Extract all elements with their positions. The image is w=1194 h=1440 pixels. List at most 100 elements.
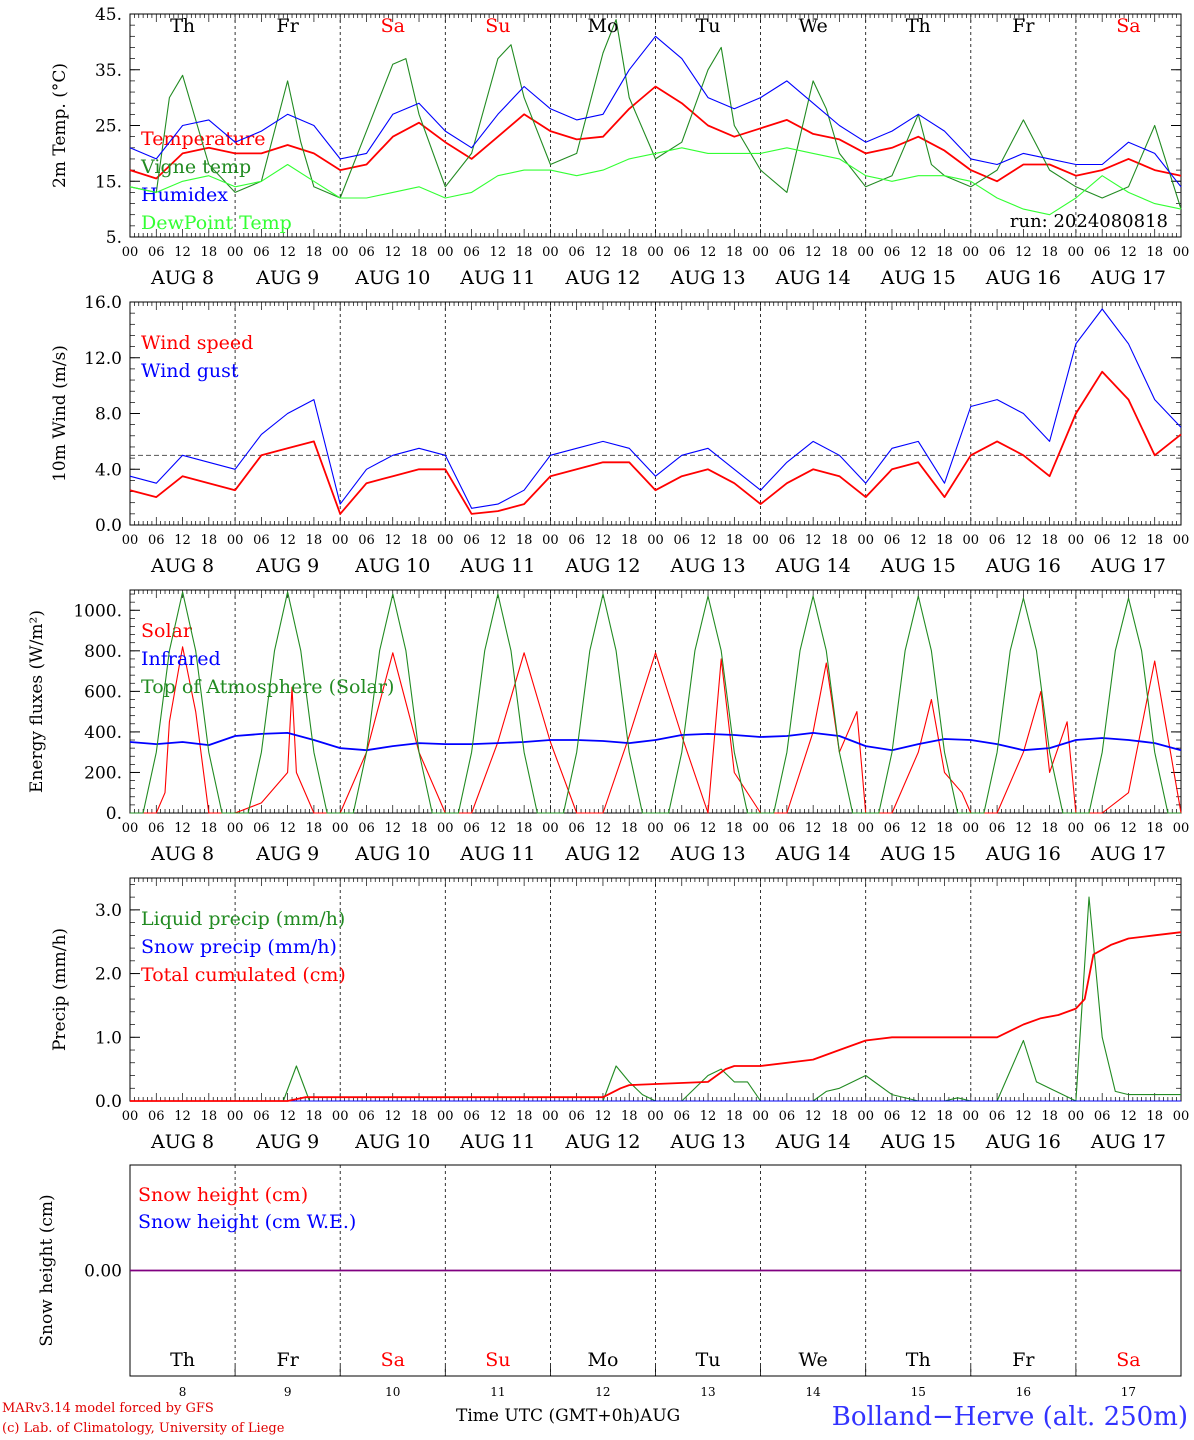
date-label: AUG 17 (1090, 555, 1166, 577)
hour-tick-label: 18 (1146, 821, 1163, 836)
day-of-week-label: Th (170, 15, 195, 37)
day-of-week-label: Sa (1116, 1349, 1140, 1371)
hour-tick-label: 00 (332, 821, 349, 836)
hour-tick-label: 06 (989, 821, 1006, 836)
hour-tick-label: 18 (516, 821, 533, 836)
series-line-temperature (129, 85, 1182, 183)
day-number-label: 16 (1016, 1385, 1031, 1399)
date-label: AUG 17 (1090, 1131, 1166, 1153)
day-number-label: 11 (490, 1385, 505, 1399)
day-number-label: 8 (179, 1385, 187, 1399)
hour-tick-label: 00 (437, 245, 454, 260)
hour-tick-label: 06 (463, 245, 480, 260)
y-tick-label: 8.0 (95, 405, 122, 425)
day-of-week-label: Mo (587, 1349, 618, 1371)
hour-tick-label: 00 (122, 821, 139, 836)
y-tick-label: 35. (95, 61, 122, 81)
hour-tick-label: 06 (884, 1109, 901, 1124)
hour-tick-label: 00 (963, 533, 980, 548)
hour-tick-label: 12 (595, 1109, 612, 1124)
day-number-label: 13 (700, 1385, 715, 1399)
date-label: AUG 14 (775, 843, 851, 865)
legend-entry: Solar (141, 620, 193, 642)
series-line-dewpoint-temp (129, 147, 1182, 216)
hour-tick-label: 18 (726, 1109, 743, 1124)
hour-tick-label: 06 (568, 533, 585, 548)
date-label: AUG 12 (564, 843, 640, 865)
hour-tick-label: 12 (384, 533, 401, 548)
y-axis-label: Precip (mm/h) (50, 928, 70, 1051)
hour-tick-label: 12 (490, 533, 507, 548)
chart-panel-4: 0.0 1.0 2.0 3.0 Precip (mm/h) Liquid precip (… (50, 877, 1189, 1153)
y-axis-label: 10m Wind (m/s) (50, 345, 70, 482)
hour-tick-label: 12 (700, 245, 717, 260)
legend-entry: Total cumulated (cm) (141, 964, 346, 986)
hour-tick-label: 12 (1120, 821, 1137, 836)
day-of-week-label: Tu (696, 15, 721, 37)
hour-tick-label: 12 (490, 821, 507, 836)
hour-tick-label: 18 (621, 245, 638, 260)
day-of-week-label: Fr (277, 1349, 300, 1371)
hour-tick-label: 06 (568, 245, 585, 260)
y-tick-label: 15. (95, 172, 122, 192)
hour-tick-label: 00 (122, 1109, 139, 1124)
day-of-week-label: Mo (587, 15, 618, 37)
hour-tick-label: 00 (857, 1109, 874, 1124)
hour-tick-label: 18 (1146, 245, 1163, 260)
hour-tick-label: 12 (1120, 1109, 1137, 1124)
hour-tick-label: 06 (358, 1109, 375, 1124)
hour-tick-label: 06 (148, 245, 165, 260)
hour-tick-label: 12 (384, 821, 401, 836)
hour-tick-label: 18 (726, 533, 743, 548)
series-line-wind-gust (129, 308, 1182, 509)
chart-panel-5: 0.00 Snow height (cm) Snow height (cm) Snow… (37, 1164, 1182, 1399)
hour-tick-label: 00 (542, 1109, 559, 1124)
hour-tick-label: 06 (568, 821, 585, 836)
lab-credit: (c) Lab. of Climatology, University of L… (2, 1421, 285, 1436)
hour-tick-label: 18 (936, 821, 953, 836)
hour-tick-label: 18 (306, 821, 323, 836)
hour-tick-label: 12 (279, 245, 296, 260)
date-label: AUG 17 (1090, 843, 1166, 865)
legend-entry: Liquid precip (mm/h) (141, 908, 345, 930)
hour-tick-label: 00 (227, 1109, 244, 1124)
hour-tick-label: 00 (857, 533, 874, 548)
hour-tick-label: 18 (411, 245, 428, 260)
y-tick-label: 1.0 (95, 1028, 122, 1048)
date-label: AUG 12 (564, 267, 640, 289)
date-label: AUG 9 (255, 555, 319, 577)
hour-tick-label: 06 (148, 533, 165, 548)
day-of-week-label: Su (485, 1349, 510, 1371)
hour-tick-label: 00 (647, 1109, 664, 1124)
hour-tick-label: 06 (463, 821, 480, 836)
hour-tick-label: 18 (936, 533, 953, 548)
hour-tick-label: 06 (463, 1109, 480, 1124)
date-label: AUG 12 (564, 555, 640, 577)
date-label: AUG 10 (354, 843, 430, 865)
hour-tick-label: 06 (463, 533, 480, 548)
hour-tick-label: 12 (805, 1109, 822, 1124)
day-of-week-label: Sa (1116, 15, 1140, 37)
legend-entry: Top of Atmosphere (Solar) (141, 676, 394, 698)
hour-tick-label: 18 (831, 533, 848, 548)
series-line-top-of-atmosphere-solar (130, 591, 1181, 814)
station-name: Bolland−Herve (alt. 250m) (831, 1402, 1188, 1432)
hour-tick-label: 06 (674, 245, 691, 260)
y-axis-label: Snow height (cm) (37, 1194, 57, 1346)
hour-tick-label: 12 (1015, 533, 1032, 548)
hour-tick-label: 18 (1041, 821, 1058, 836)
series-line-solar (130, 646, 1182, 814)
hour-tick-label: 00 (437, 821, 454, 836)
y-tick-label: 25. (95, 117, 122, 137)
date-label: AUG 10 (354, 555, 430, 577)
legend-entry: Wind gust (141, 360, 239, 382)
date-label: AUG 14 (775, 555, 851, 577)
hour-tick-label: 00 (752, 821, 769, 836)
hour-tick-label: 18 (831, 245, 848, 260)
hour-tick-label: 12 (910, 1109, 927, 1124)
day-number-label: 14 (806, 1385, 822, 1399)
hour-tick-label: 12 (1015, 821, 1032, 836)
day-of-week-label: Fr (277, 15, 300, 37)
legend-entry: DewPoint Temp (141, 212, 292, 234)
hour-tick-label: 06 (884, 245, 901, 260)
